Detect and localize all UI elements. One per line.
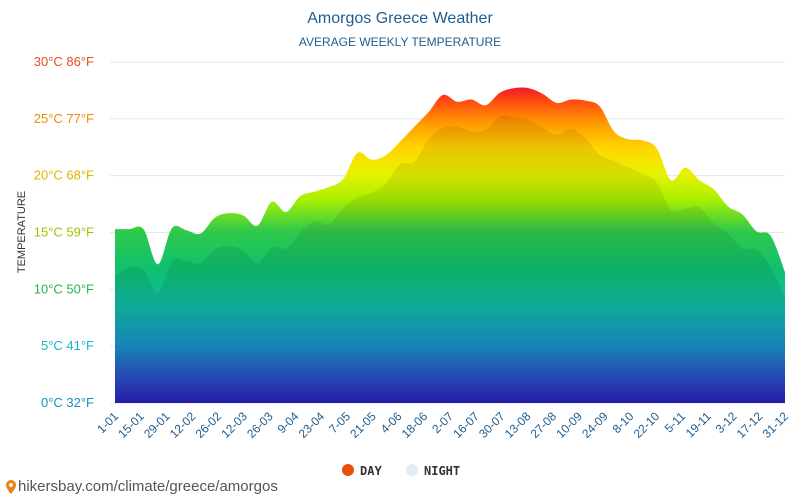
y-tick-label: 10°C 50°F [34, 281, 94, 296]
legend-item-night[interactable]: NIGHT [406, 464, 460, 478]
legend: DAY NIGHT [342, 464, 460, 478]
x-tick-label: 19-11 [683, 409, 714, 440]
x-tick-label: 15-01 [115, 409, 147, 441]
area-night-shade [115, 115, 785, 403]
x-tick-label: 31-12 [760, 409, 792, 441]
source-footer[interactable]: hikersbay.com/climate/greece/amorgos [6, 478, 278, 495]
chart-subtitle: AVERAGE WEEKLY TEMPERATURE [299, 35, 501, 49]
x-tick-label: 12-02 [167, 409, 199, 441]
y-axis-label: TEMPERATURE [16, 191, 28, 273]
x-tick-label: 29-01 [141, 409, 173, 441]
x-tick-label: 12-03 [218, 409, 250, 441]
y-tick-label: 5°C 41°F [41, 338, 94, 353]
x-tick-label: 26-02 [193, 409, 225, 441]
x-tick-label: 22-10 [631, 409, 663, 441]
map-pin-icon [6, 479, 16, 494]
plot-areas [115, 87, 785, 403]
x-tick-label: 30-07 [476, 409, 508, 441]
area-night [115, 115, 785, 403]
x-tick-label: 16-07 [450, 409, 482, 441]
legend-label: NIGHT [424, 464, 460, 478]
x-tick-label: 10-09 [553, 409, 585, 441]
x-tick-label: 26-03 [244, 409, 276, 441]
legend-swatch [406, 464, 418, 476]
y-tick-label: 20°C 68°F [34, 168, 94, 183]
source-url[interactable]: hikersbay.com/climate/greece/amorgos [18, 478, 278, 495]
y-tick-label: 15°C 59°F [34, 225, 94, 240]
y-tick-label: 30°C 86°F [34, 54, 94, 69]
chart-title: Amorgos Greece Weather [307, 10, 493, 27]
y-tick-label: 25°C 77°F [34, 111, 94, 126]
legend-swatch [342, 464, 354, 476]
x-tick-label: 21-05 [347, 409, 379, 441]
y-axis-ticks: 0°C 32°F 5°C 41°F 10°C 50°F 15°C 59°F 20°C 6… [34, 54, 94, 410]
x-tick-label: 13-08 [502, 409, 534, 441]
x-tick-label: 18-06 [399, 409, 431, 441]
legend-item-day[interactable]: DAY [342, 464, 382, 478]
x-tick-label: 23-04 [296, 409, 328, 441]
x-axis-ticks: 1-0115-0129-0112-0226-0212-0326-039-0423… [94, 409, 791, 441]
x-tick-label: 27-08 [528, 409, 560, 441]
x-tick-label: 17-12 [734, 409, 766, 441]
y-tick-label: 0°C 32°F [41, 395, 94, 410]
legend-label: DAY [360, 464, 382, 478]
x-tick-label: 24-09 [579, 409, 611, 441]
